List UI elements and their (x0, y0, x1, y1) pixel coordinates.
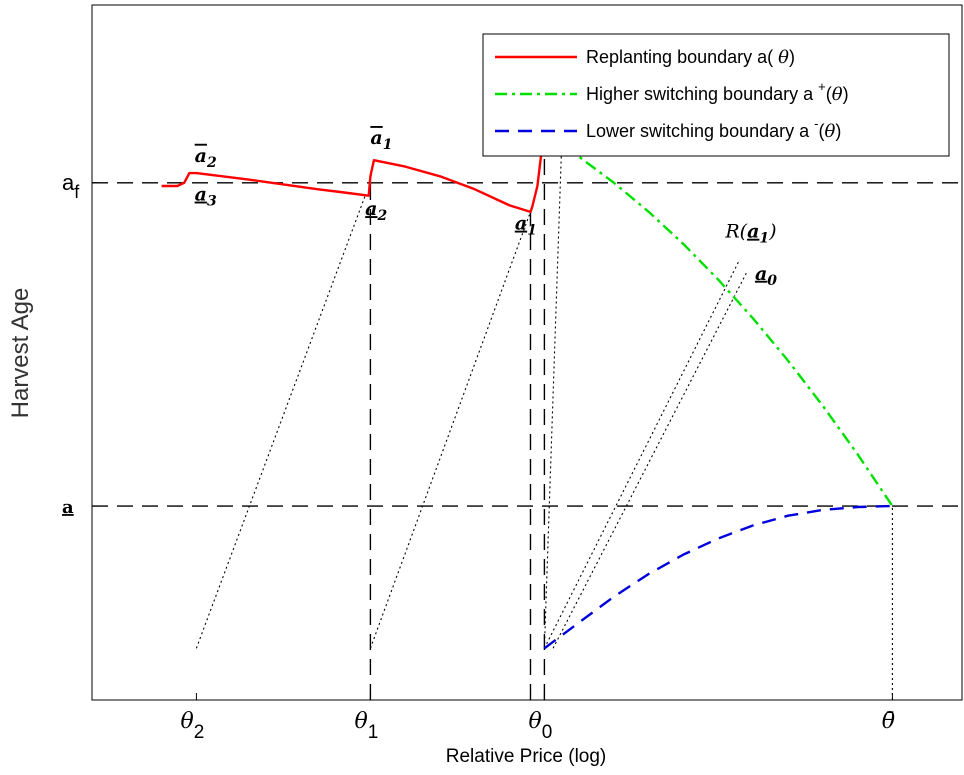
series-line-2 (543, 133, 894, 507)
annotation-symbol: a (195, 145, 207, 167)
legend-open-paren: ( (826, 84, 832, 104)
series-line-1 (161, 131, 544, 214)
annotation-symbol: a (195, 184, 207, 206)
series-line-3 (543, 504, 893, 650)
legend-theta: θ (832, 84, 843, 105)
x-tick-label-3: θ0 (528, 709, 552, 743)
x-axis-label: Relative Price (log) (446, 746, 607, 767)
legend-label-2: Higher switching boundary a +(θ) (586, 79, 849, 105)
legend-close-paren: ) (789, 47, 795, 67)
annotation-prefix: R( (724, 221, 747, 243)
annotation-subscript: 1 (759, 231, 769, 247)
x-tick-symbol: θ (354, 709, 367, 734)
annotation-label-4: a2 (365, 198, 387, 224)
y-tick-symbol: a (62, 497, 74, 518)
legend-theta: θ (824, 121, 835, 142)
x-tick-subscript: 1 (368, 722, 379, 743)
y-tick-symbol: a (62, 170, 75, 195)
dotted-construction-line (543, 260, 740, 649)
x-tick-label-2: θ1 (354, 709, 378, 743)
legend-text: Lower switching boundary a (586, 121, 814, 141)
x-tick-subscript: 2 (194, 722, 205, 743)
y-tick-subscript: f (74, 182, 80, 202)
annotation-label-1: a2 (195, 145, 217, 171)
y-tick-label-2: a (62, 497, 74, 518)
annotation-subscript: 0 (767, 273, 777, 289)
x-tick-symbol: θ̄ (882, 709, 895, 734)
legend-superscript: - (814, 116, 818, 131)
annotation-label-6: a1 (515, 213, 537, 239)
dotted-construction-line (195, 195, 366, 649)
legend-open-paren: ( (818, 121, 824, 141)
legend-box (482, 33, 950, 157)
annotation-label-9: a0 (755, 263, 777, 289)
y-axis-label: Harvest Age (7, 288, 34, 419)
x-tick-symbol: θ (528, 709, 541, 734)
annotation-symbol: a (370, 127, 382, 149)
x-tick-subscript: 0 (542, 722, 553, 743)
legend-label-1: Replanting boundary a( θ) (586, 47, 795, 68)
dotted-construction-line (552, 273, 747, 649)
annotation-symbol: a (755, 263, 767, 285)
annotation-symbol: a (515, 213, 527, 235)
reference-lines (92, 134, 962, 700)
legend-theta: θ (778, 47, 789, 68)
annotation-label-3: a1 (370, 127, 392, 153)
legend-close-paren: ) (843, 84, 849, 104)
annotation-symbol: a (747, 221, 759, 243)
legend-close-paren: ) (835, 121, 841, 141)
series-lines (161, 131, 894, 650)
annotation-subscript: 2 (376, 208, 387, 224)
legend-superscript: + (818, 79, 826, 94)
x-tick-label-1: θ2 (180, 709, 204, 743)
annotation-subscript: 1 (527, 223, 537, 239)
annotation-subscript: 1 (383, 137, 393, 153)
annotation-subscript: 3 (207, 194, 217, 210)
legend-text: Replanting boundary a( (586, 47, 778, 67)
annotation-suffix: ) (768, 221, 776, 243)
y-tick-label-1: af (62, 170, 80, 202)
axis-ticks: θ2 θ1 θ0 θ̄afa (62, 170, 895, 743)
annotation-label-2: a3 (195, 184, 217, 210)
annotation-subscript: 2 (206, 155, 217, 171)
legend: Replanting boundary a( θ)Higher switchin… (482, 33, 950, 157)
annotation-symbol: a (365, 198, 377, 220)
legend-text: Higher switching boundary a (586, 84, 818, 104)
annotation-label-8: R(a1) (724, 221, 776, 247)
x-tick-label-4: θ̄ (882, 709, 895, 734)
x-tick-symbol: θ (180, 709, 193, 734)
legend-label-3: Lower switching boundary a -(θ) (586, 116, 841, 142)
